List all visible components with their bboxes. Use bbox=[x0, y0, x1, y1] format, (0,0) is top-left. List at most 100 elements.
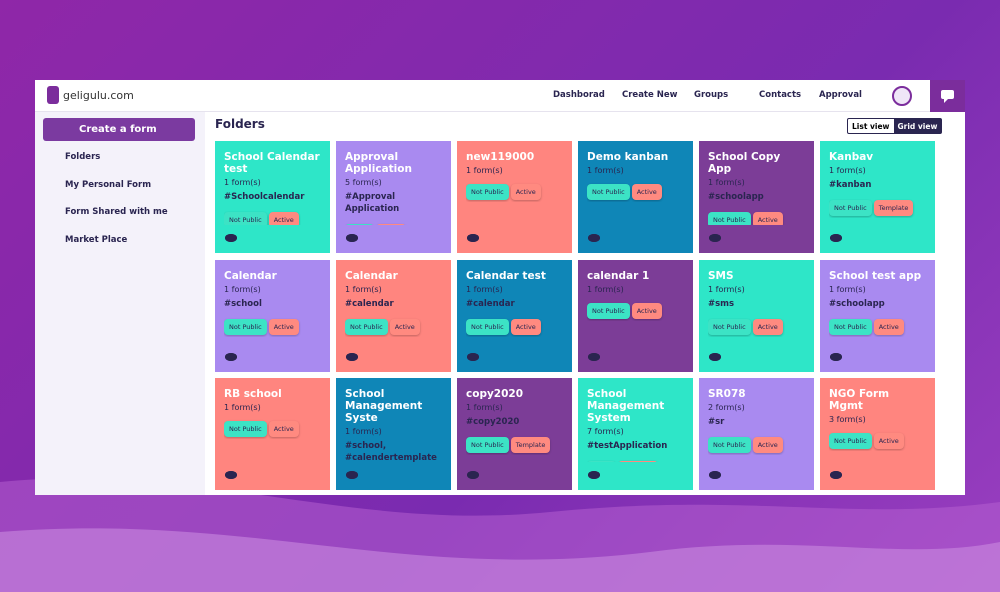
card-footer bbox=[699, 225, 814, 253]
badge-row: Not Public Active bbox=[587, 298, 684, 321]
folder-card[interactable]: NGO Form Mgmt 3 form(s) Not Public Active bbox=[820, 378, 935, 490]
card-count: 1 form(s) bbox=[466, 166, 503, 175]
card-count: 5 form(s) bbox=[345, 178, 382, 187]
chat-button[interactable] bbox=[930, 80, 965, 112]
folder-card[interactable]: SMS 1 form(s) #sms Not Public Active bbox=[699, 259, 814, 372]
folder-card[interactable]: copy2020 1 form(s) #copy2020 Not Public Temp… bbox=[457, 378, 572, 490]
badge: Not Public bbox=[829, 318, 872, 335]
badge: Active bbox=[510, 318, 541, 335]
badge-row: Not Public Active bbox=[345, 314, 442, 337]
logo[interactable]: geligulu.com bbox=[63, 89, 134, 102]
nav-link[interactable]: Create New bbox=[622, 90, 678, 100]
card-footer bbox=[215, 225, 330, 253]
badge-row: Not Public Active bbox=[587, 179, 684, 202]
folder-card[interactable]: School test app 1 form(s) #schoolapp Not Pu… bbox=[820, 259, 935, 372]
background-wave bbox=[0, 478, 1000, 592]
card-title: Approval Application bbox=[345, 151, 412, 175]
sidebar-item[interactable]: Folders bbox=[65, 152, 101, 162]
sidebar-item[interactable]: My Personal Form bbox=[65, 179, 152, 190]
folder-card[interactable]: Calendar 1 form(s) #calendar Not Public Acti… bbox=[336, 259, 451, 372]
card-tag: #sr bbox=[708, 417, 725, 427]
badge: Not Public bbox=[587, 302, 630, 319]
badge: Not Public bbox=[829, 433, 872, 449]
badge-row: Not Public Active bbox=[224, 207, 321, 230]
card-count: 1 form(s) bbox=[708, 284, 745, 294]
badge-row: Not Public Active bbox=[708, 314, 805, 337]
card-title: calendar 1 bbox=[587, 269, 650, 282]
view-button[interactable]: Grid view bbox=[893, 119, 942, 133]
card-count: 1 form(s) bbox=[587, 166, 624, 175]
chat-icon bbox=[941, 90, 954, 103]
card-title: copy2020 bbox=[466, 388, 524, 400]
badge: Active bbox=[268, 212, 299, 228]
card-count: 1 form(s) bbox=[466, 403, 503, 412]
badge: Not Public bbox=[466, 318, 509, 335]
badge-row: Not Public Active bbox=[708, 207, 805, 230]
folder-card[interactable]: School Copy App 1 form(s) #schoolapp Not Pu… bbox=[699, 141, 814, 253]
card-title: School test app bbox=[829, 269, 922, 282]
card-footer bbox=[699, 343, 814, 372]
badge: Not Public bbox=[224, 421, 267, 437]
badge-row: Not Public Active bbox=[829, 428, 926, 451]
logo-icon bbox=[47, 86, 59, 104]
card-title: School Copy App bbox=[708, 151, 781, 175]
card-title: SMS bbox=[708, 269, 734, 282]
view-button[interactable]: List view bbox=[852, 122, 890, 131]
nav-link[interactable]: Contacts bbox=[759, 90, 802, 100]
folder-card[interactable]: School Management System 7 form(s) #testAp… bbox=[578, 378, 693, 490]
header: geligulu.com Dashborad Create New Groups Co… bbox=[35, 80, 965, 112]
folder-card[interactable]: SR078 2 form(s) #sr Not Public Active bbox=[699, 378, 814, 490]
card-count: 1 form(s) bbox=[587, 284, 624, 294]
folder-card[interactable]: Approval Application 5 form(s) #Approval A… bbox=[336, 141, 451, 253]
folder-card[interactable]: Calendar test 1 form(s) #calendar Not Publi… bbox=[457, 259, 572, 372]
view-toggle: List view Grid view bbox=[847, 118, 943, 134]
badge: Active bbox=[873, 318, 904, 335]
card-tag: #calendar bbox=[345, 298, 394, 309]
nav-link[interactable]: Groups bbox=[694, 90, 729, 100]
card-tag: #schoolapp bbox=[708, 192, 764, 202]
folder-card[interactable]: RB school 1 form(s) Not Public Active bbox=[215, 378, 330, 490]
card-footer bbox=[820, 462, 935, 490]
app-window: geligulu.com Dashborad Create New Groups Co… bbox=[35, 80, 965, 495]
card-tag: #copy2020 bbox=[466, 417, 520, 427]
card-tag: #sms bbox=[708, 298, 735, 309]
badge: Active bbox=[268, 421, 299, 437]
card-title: RB school bbox=[224, 388, 282, 400]
badge: Not Public bbox=[708, 318, 751, 335]
card-tag: #kanban bbox=[829, 180, 872, 190]
card-count: 7 form(s) bbox=[587, 427, 624, 436]
card-title: School Calendar test bbox=[224, 151, 320, 175]
folder-card[interactable]: calendar 1 1 form(s) Not Public Active bbox=[578, 259, 693, 372]
folder-card[interactable]: Kanbav 1 form(s) #kanban Not Public Template bbox=[820, 141, 935, 253]
badge: Active bbox=[631, 302, 662, 319]
section-title: Folders bbox=[215, 117, 265, 131]
card-title: Kanbav bbox=[829, 151, 874, 163]
folder-card[interactable]: School Management Syste 1 form(s) #school,… bbox=[336, 378, 451, 490]
card-count: 2 form(s) bbox=[708, 403, 745, 412]
folder-card[interactable]: new119000 1 form(s) Not Public Active bbox=[457, 141, 572, 253]
card-title: School Management Syste bbox=[345, 388, 423, 424]
sidebar-item[interactable]: Form Shared with me bbox=[65, 207, 168, 217]
badge: Not Public bbox=[708, 437, 751, 453]
create-form-button[interactable]: Create a form bbox=[43, 118, 195, 141]
card-title: NGO Form Mgmt bbox=[829, 388, 890, 412]
card-tag: #Approval Application bbox=[345, 192, 400, 214]
folder-card[interactable]: Calendar 1 form(s) #school Not Public Active bbox=[215, 259, 330, 372]
avatar[interactable] bbox=[892, 86, 912, 106]
card-tag: #testApplication bbox=[587, 441, 668, 451]
badge: Active bbox=[510, 184, 541, 200]
nav-link[interactable]: Approval bbox=[819, 90, 862, 100]
card-footer bbox=[820, 225, 935, 253]
card-count: 1 form(s) bbox=[224, 284, 261, 294]
card-footer bbox=[820, 343, 935, 372]
card-footer bbox=[457, 225, 572, 253]
sidebar-item[interactable]: Market Place bbox=[65, 234, 128, 245]
badge: Active bbox=[873, 433, 904, 449]
folder-card[interactable]: Demo kanban 1 form(s) Not Public Active bbox=[578, 141, 693, 253]
badge-row: Not Public Active bbox=[708, 432, 805, 455]
badge-row: Not Public Active bbox=[224, 314, 321, 337]
card-footer bbox=[336, 225, 451, 253]
folder-card[interactable]: School Calendar test 1 form(s) #Schoolcale… bbox=[215, 141, 330, 253]
nav-link[interactable]: Dashborad bbox=[553, 90, 605, 100]
